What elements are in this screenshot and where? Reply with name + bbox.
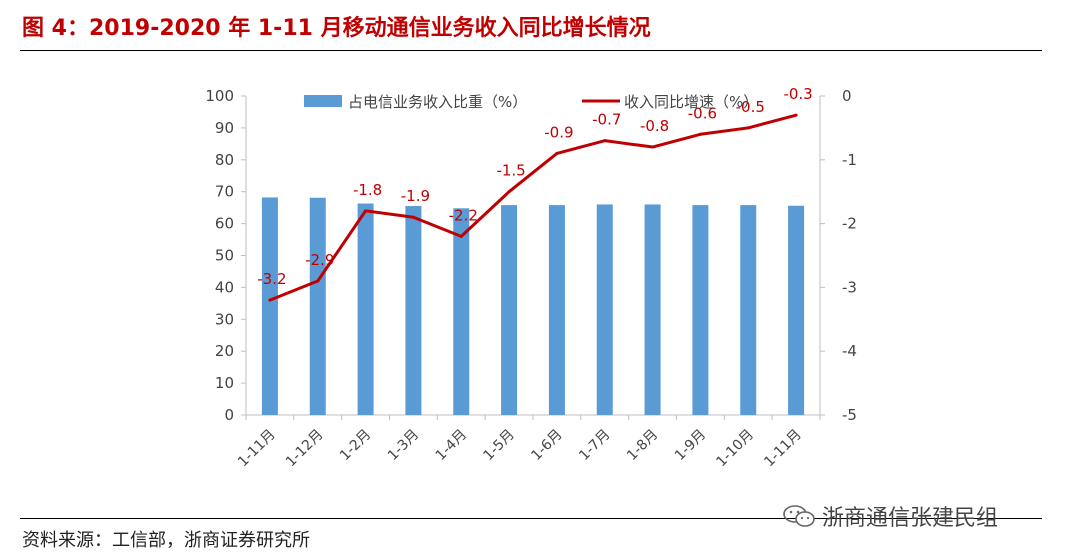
line-point [746, 126, 750, 130]
legend-bar-swatch [304, 95, 342, 107]
y-right-tick-label: 0 [842, 87, 852, 105]
bar [740, 205, 757, 415]
y-left-tick-label: 90 [215, 119, 234, 137]
line-data-label: -2.2 [449, 206, 478, 224]
x-tick-label: 1-7月 [576, 427, 613, 464]
bar [596, 204, 613, 415]
y-right-tick-label: -1 [842, 151, 857, 169]
x-tick-label: 1-2月 [337, 427, 374, 464]
line-data-label: -2.9 [305, 251, 334, 269]
line-data-label: -0.3 [783, 85, 812, 103]
y-left-tick-label: 0 [224, 406, 234, 424]
bar [501, 205, 518, 415]
line-point [507, 190, 511, 194]
watermark-text: 浙商通信张建民组 [822, 506, 999, 531]
figure-title: 图 4：2019-2020 年 1-11 月移动通信业务收入同比增长情况 [22, 16, 651, 41]
wechat-icon [783, 505, 815, 527]
y-left-tick-label: 20 [215, 342, 234, 360]
x-tick-label: 1-11月 [235, 427, 279, 471]
x-tick-label: 1-3月 [385, 427, 422, 464]
line-point [603, 139, 607, 143]
bottom-rule [20, 518, 1042, 519]
x-tick-label: 1-12月 [283, 427, 327, 471]
growth-line [269, 113, 797, 302]
y-left-tick-label: 100 [205, 87, 234, 105]
line-data-label: -0.9 [544, 123, 573, 141]
bar [548, 205, 565, 415]
y-left-tick-label: 10 [215, 374, 234, 392]
bar [261, 197, 278, 415]
bar [644, 204, 661, 415]
bar [692, 205, 709, 415]
y-left-tick-label: 50 [215, 247, 234, 265]
top-rule [20, 50, 1042, 51]
y-right-tick-label: -3 [842, 278, 857, 296]
y-left-tick-label: 30 [215, 310, 234, 328]
x-tick-label: 1-5月 [481, 427, 518, 464]
y-right-tick-label: -2 [842, 215, 857, 233]
watermark: 浙商通信张建民组 [782, 500, 998, 532]
source-note: 资料来源：工信部，浙商证券研究所 [22, 530, 310, 551]
line-point [316, 279, 320, 283]
x-tick-label: 1-8月 [624, 427, 661, 464]
x-tick-label: 1-11月 [761, 427, 805, 471]
line-point [651, 145, 655, 149]
line-point [698, 132, 702, 136]
line-data-label: -1.9 [401, 187, 430, 205]
line-point [794, 113, 798, 117]
bar-series [261, 197, 805, 415]
bar [788, 205, 805, 415]
bar [405, 206, 422, 415]
y-left-tick-label: 60 [215, 215, 234, 233]
line-data-label: -0.7 [592, 111, 621, 129]
x-tick-label: 1-6月 [528, 427, 565, 464]
x-tick-label: 1-4月 [433, 427, 470, 464]
y-left-tick-label: 80 [215, 151, 234, 169]
line-data-label: -3.2 [257, 270, 286, 288]
x-tick-label: 1-9月 [672, 427, 709, 464]
legend-bar-label: 占电信业务收入比重（%） [348, 93, 527, 111]
line-point [364, 209, 368, 213]
line-data-label: -0.8 [640, 117, 669, 135]
legend-line-label: 收入同比增速（%） [624, 93, 758, 111]
line-data-label: -1.5 [496, 162, 525, 180]
data-labels: -3.2 -2.9 -1.8 -1.9 -2.2 -1.5 -0.9 -0.7 -0.8 -0.6… [257, 85, 812, 288]
line-data-label: -0.6 [688, 104, 717, 122]
y-left-tick-label: 70 [215, 183, 234, 201]
bar [309, 197, 326, 415]
bar [453, 208, 470, 415]
x-tick-label: 1-10月 [713, 427, 757, 471]
chart-legend: 占电信业务收入比重（%） 收入同比增速（%） [304, 93, 758, 111]
line-series [268, 113, 798, 302]
y-left-tick-label: 40 [215, 278, 234, 296]
line-point [411, 215, 415, 219]
line-data-label: -0.5 [736, 98, 765, 116]
y-right-tick-label: -4 [842, 342, 857, 360]
line-data-label: -1.8 [353, 181, 382, 199]
bar [357, 203, 374, 415]
line-point [555, 151, 559, 155]
line-point [268, 298, 272, 302]
line-point [459, 234, 463, 238]
y-right-tick-label: -5 [842, 406, 857, 424]
